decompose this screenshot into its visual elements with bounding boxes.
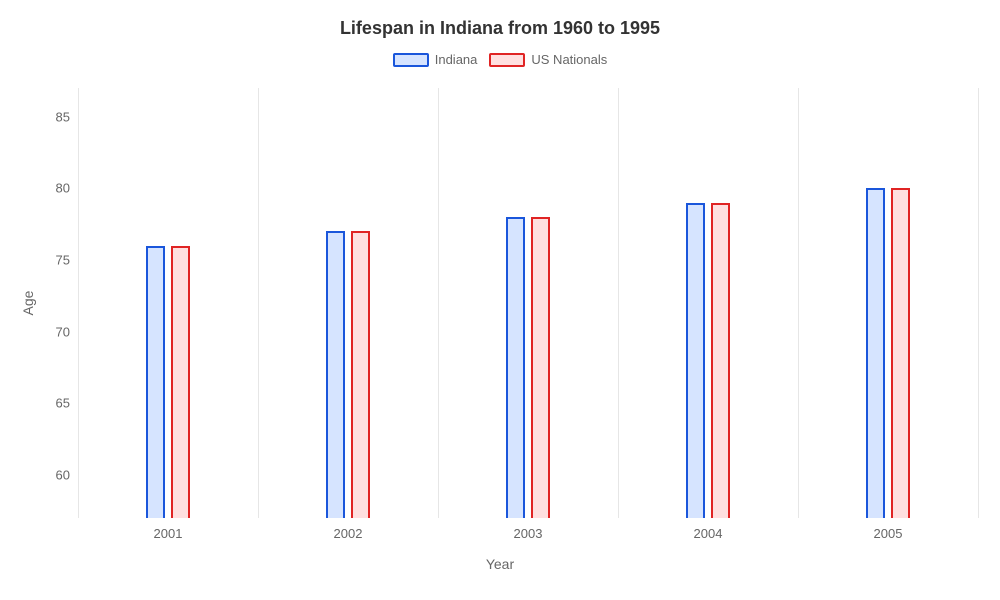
legend-label: Indiana xyxy=(435,52,478,67)
plot-area: 20012002200320042005606570758085 xyxy=(78,88,978,518)
y-tick-label: 65 xyxy=(56,396,70,411)
bar xyxy=(506,217,526,518)
chart: Lifespan in Indiana from 1960 to 1995 In… xyxy=(0,0,1000,600)
bar xyxy=(326,231,346,518)
y-tick-label: 85 xyxy=(56,109,70,124)
bar xyxy=(711,203,731,518)
y-tick-label: 70 xyxy=(56,324,70,339)
x-tick-label: 2002 xyxy=(334,526,363,541)
legend-label: US Nationals xyxy=(531,52,607,67)
x-tick-label: 2005 xyxy=(874,526,903,541)
bar xyxy=(686,203,706,518)
gridline xyxy=(978,88,979,518)
y-axis-label: Age xyxy=(20,291,36,316)
x-tick-label: 2003 xyxy=(514,526,543,541)
y-tick-label: 75 xyxy=(56,253,70,268)
legend-item: US Nationals xyxy=(489,52,607,67)
chart-title: Lifespan in Indiana from 1960 to 1995 xyxy=(0,18,1000,39)
y-tick-label: 80 xyxy=(56,181,70,196)
legend-item: Indiana xyxy=(393,52,478,67)
y-tick-label: 60 xyxy=(56,468,70,483)
legend-swatch xyxy=(393,53,429,67)
x-tick-label: 2004 xyxy=(694,526,723,541)
x-axis-label: Year xyxy=(0,556,1000,572)
legend-swatch xyxy=(489,53,525,67)
bar xyxy=(531,217,551,518)
x-tick-label: 2001 xyxy=(154,526,183,541)
legend: Indiana US Nationals xyxy=(0,52,1000,67)
bar xyxy=(351,231,371,518)
bars-layer xyxy=(78,88,978,518)
bar xyxy=(171,246,191,518)
bar xyxy=(891,188,911,518)
bar xyxy=(146,246,166,518)
bar xyxy=(866,188,886,518)
